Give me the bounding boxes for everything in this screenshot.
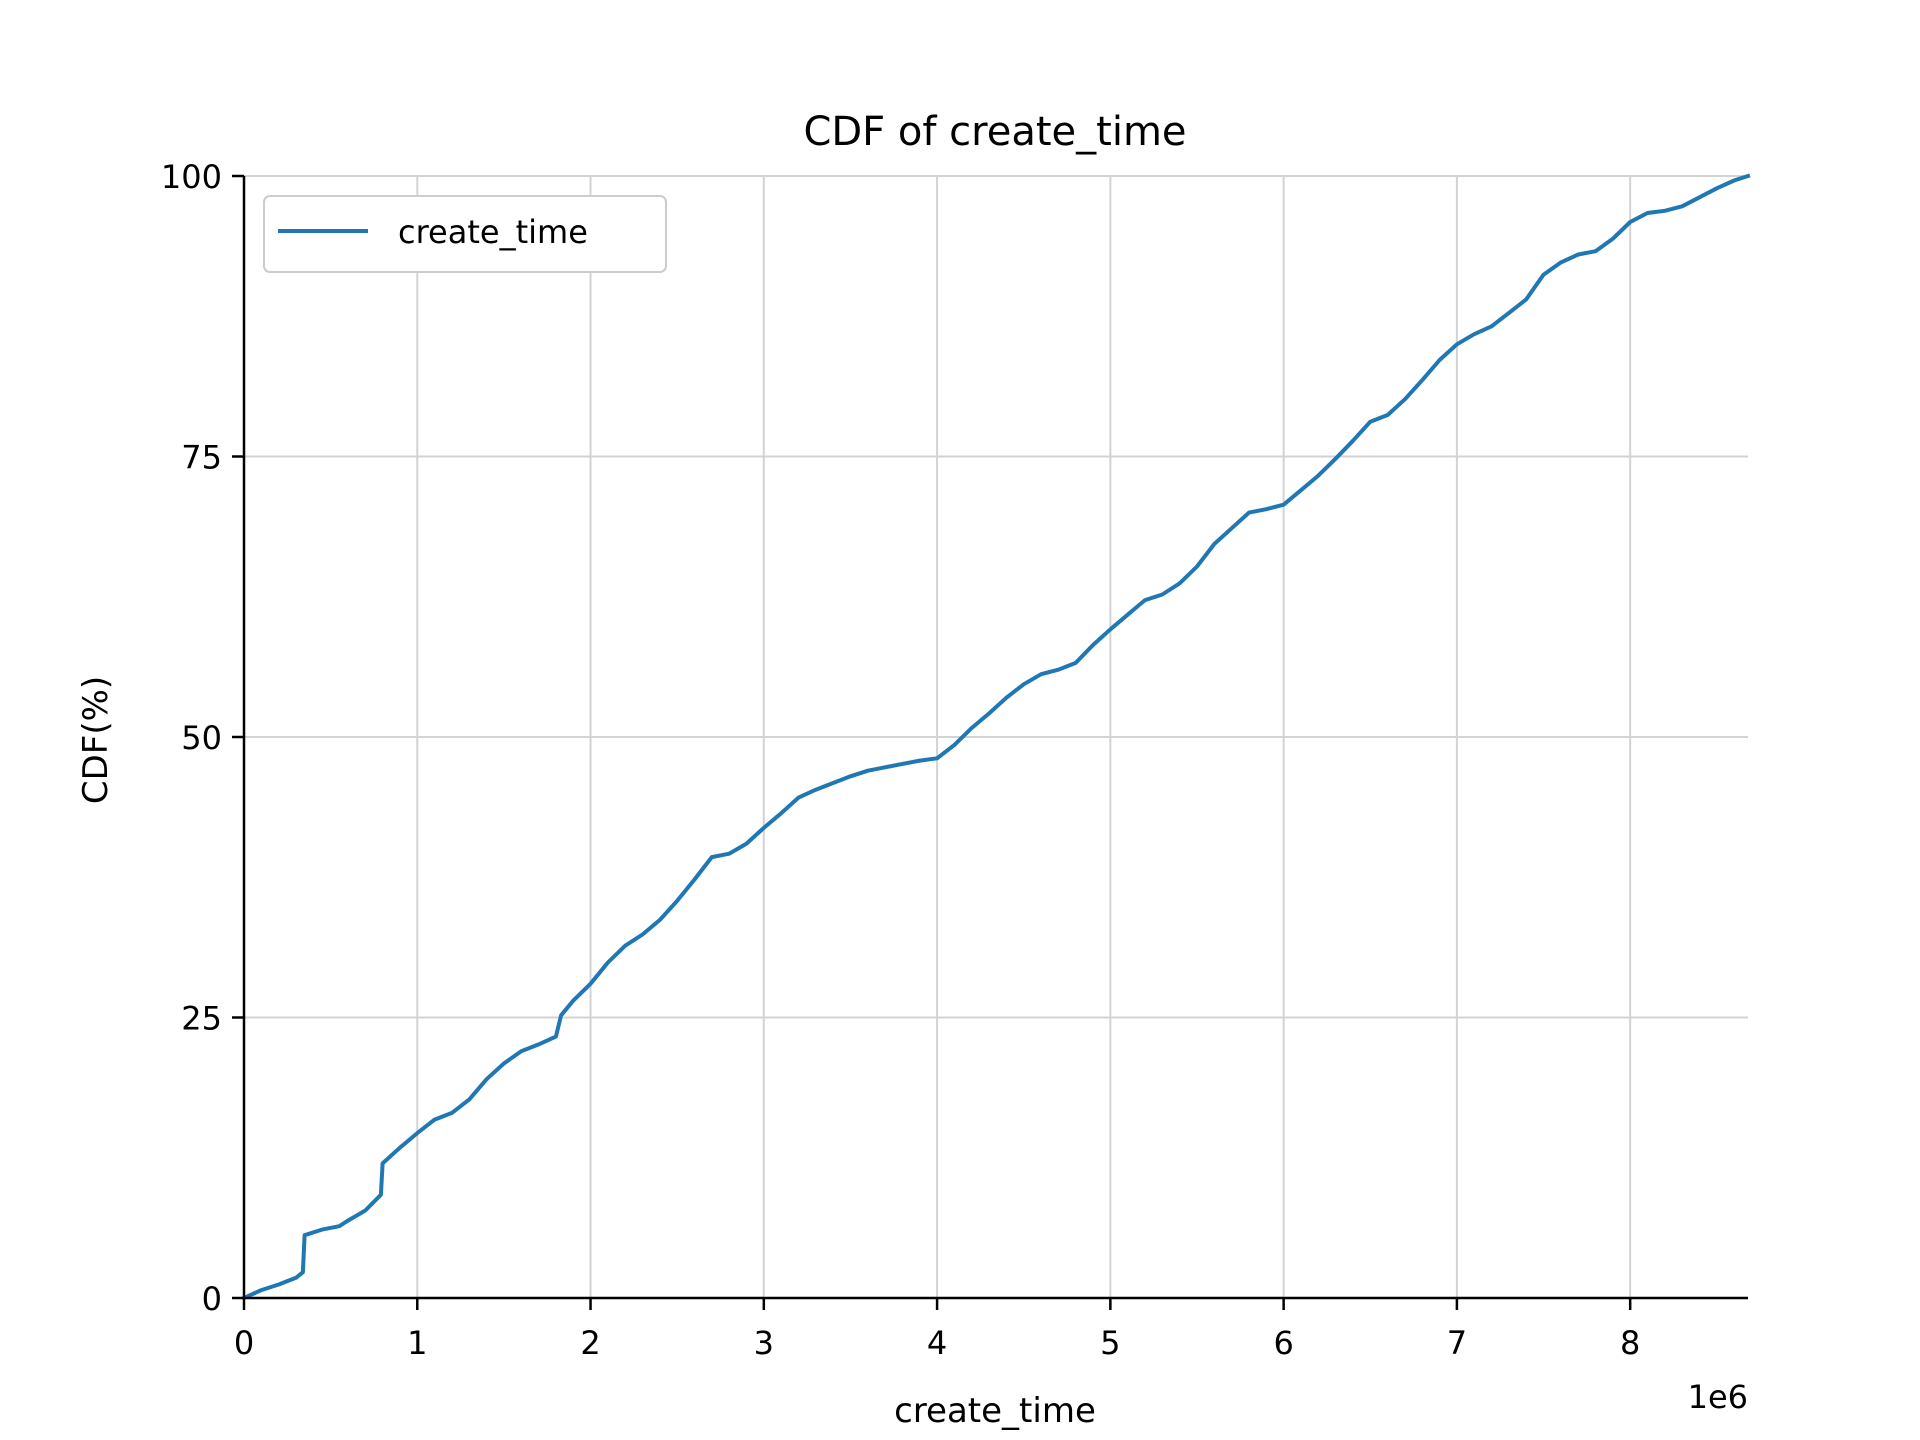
y-tick-label: 0 bbox=[202, 1280, 222, 1318]
x-tick-label: 5 bbox=[1100, 1324, 1120, 1362]
x-axis-offset-label: 1e6 bbox=[1688, 1378, 1748, 1416]
x-tick-label: 4 bbox=[927, 1324, 947, 1362]
x-tick-label: 8 bbox=[1620, 1324, 1640, 1362]
x-tick-label: 1 bbox=[407, 1324, 427, 1362]
y-axis-label: CDF(%) bbox=[76, 676, 116, 804]
x-tick-label: 3 bbox=[754, 1324, 774, 1362]
series-layer bbox=[241, 173, 1751, 1301]
y-tick-label: 50 bbox=[181, 719, 222, 757]
y-tick-label: 75 bbox=[181, 439, 222, 477]
legend: create_time bbox=[263, 195, 667, 273]
ticks: 0 1 2 3 4 5 6 7 8 0 25 50 75 100 bbox=[161, 158, 1640, 1362]
x-tick-label: 0 bbox=[234, 1324, 254, 1362]
x-tick-label: 2 bbox=[580, 1324, 600, 1362]
x-tick-label: 6 bbox=[1273, 1324, 1293, 1362]
legend-label: create_time bbox=[398, 213, 588, 251]
x-tick-label: 7 bbox=[1447, 1324, 1467, 1362]
y-tick-label: 100 bbox=[161, 158, 222, 196]
legend-box bbox=[263, 195, 667, 273]
chart-title: CDF of create_time bbox=[803, 109, 1186, 155]
x-axis-label: create_time bbox=[894, 1391, 1096, 1431]
series-line-create_time bbox=[241, 173, 1751, 1301]
y-tick-label: 25 bbox=[181, 1000, 222, 1038]
